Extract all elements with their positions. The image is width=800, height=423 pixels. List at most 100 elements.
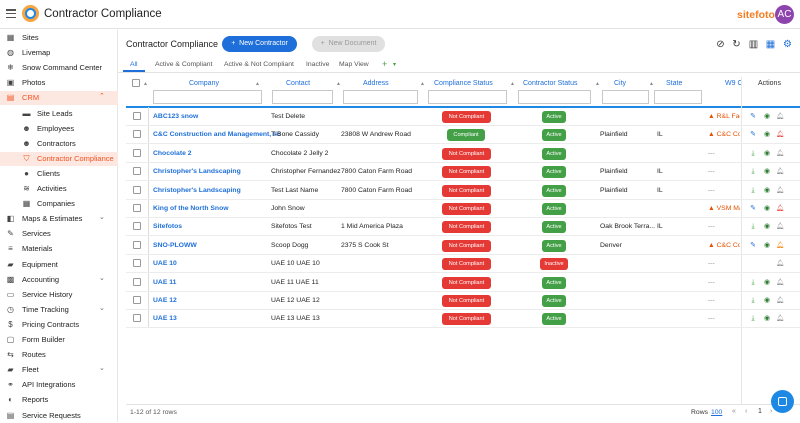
column-filter-input[interactable] <box>602 90 649 104</box>
column-header[interactable]: City <box>614 80 627 87</box>
w9-cell[interactable]: ▲ R&L Fac <box>708 113 740 120</box>
sidebar-item[interactable]: ◐ Reports <box>0 393 118 407</box>
sort-icon[interactable]: ▲ <box>649 81 654 87</box>
row-checkbox[interactable] <box>133 277 141 286</box>
document-icon[interactable]: ◉ <box>763 297 771 304</box>
w9-cell[interactable]: --- <box>708 223 740 230</box>
document-icon[interactable]: ◉ <box>763 241 771 249</box>
company-link[interactable]: UAE 10 <box>153 260 177 268</box>
table-row[interactable]: Chocolate 2 Chocolate 2 Jelly 2 Not Compli… <box>126 145 800 163</box>
w9-cell[interactable]: --- <box>708 150 740 157</box>
sidebar-item[interactable]: ⇆ Routes <box>0 348 118 362</box>
sidebar-item[interactable]: $ Pricing Contracts <box>0 318 118 332</box>
column-header[interactable]: W9 C <box>725 80 743 87</box>
bell-icon[interactable]: 🔔︎ <box>776 168 785 176</box>
sidebar-item[interactable]: ◍ Livemap <box>0 46 118 60</box>
w9-cell[interactable]: --- <box>708 187 740 194</box>
table-row[interactable]: UAE 10 UAE 10 UAE 10 Not Compliant Inactive… <box>126 255 800 274</box>
sidebar-item[interactable]: ▦ Companies <box>0 197 118 211</box>
column-header[interactable]: Actions <box>758 80 781 87</box>
pencil-icon[interactable]: ✎ <box>750 241 756 249</box>
row-checkbox[interactable] <box>133 296 141 304</box>
company-link[interactable]: King of the North Snow <box>153 205 229 212</box>
sort-icon[interactable]: ▲ <box>143 81 148 87</box>
sidebar-item[interactable]: ⚭ API Integrations <box>0 378 118 392</box>
prev-page-icon[interactable]: ‹ <box>745 408 748 415</box>
document-icon[interactable]: ◉ <box>763 113 771 120</box>
w9-cell[interactable]: ▲ C&C Cor <box>708 242 740 249</box>
company-link[interactable]: UAE 13 <box>153 315 177 323</box>
document-icon[interactable]: ◉ <box>763 315 771 323</box>
sidebar-item[interactable]: ❄ Snow Command Center <box>0 61 118 75</box>
table-row[interactable]: C&C Construction and Management, llc T-Bo… <box>126 126 800 145</box>
sidebar-item[interactable]: ▩ Accounting ⌄ <box>0 273 118 287</box>
sidebar-item[interactable]: ▭ Service History <box>0 288 118 302</box>
pencil-icon[interactable]: ✎ <box>750 205 756 212</box>
row-checkbox[interactable] <box>133 148 141 157</box>
w9-cell[interactable]: --- <box>708 279 740 286</box>
company-link[interactable]: SNO-PLOWW <box>153 241 197 249</box>
table-row[interactable]: Christopher's Landscaping Christopher Fer… <box>126 163 800 182</box>
download-icon[interactable]: ⤓ <box>751 297 755 304</box>
document-icon[interactable]: ◉ <box>763 205 771 212</box>
sidebar-item[interactable]: ☻ Contractors <box>0 137 118 151</box>
bell-icon[interactable]: 🔔︎ <box>776 131 785 139</box>
column-filter-input[interactable] <box>272 90 333 104</box>
row-checkbox[interactable] <box>133 259 141 268</box>
download-icon[interactable]: ⤓ <box>751 168 755 176</box>
download-icon[interactable]: ⤓ <box>751 186 755 194</box>
bell-icon[interactable]: 🔔︎ <box>776 149 785 157</box>
export-icon[interactable]: ▦ <box>765 39 776 50</box>
sidebar-item[interactable]: ◧ Maps & Estimates ⌄ <box>0 212 118 226</box>
download-icon[interactable]: ⤓ <box>751 223 755 231</box>
row-checkbox[interactable] <box>133 112 141 120</box>
w9-cell[interactable]: ▲ C&C Cor <box>708 131 740 138</box>
column-filter-input[interactable] <box>428 90 507 104</box>
sort-icon[interactable]: ▲ <box>255 81 260 87</box>
table-row[interactable]: King of the North Snow John Snow Not Compl… <box>126 200 800 218</box>
add-tab-icon[interactable]: + <box>382 59 388 69</box>
bell-icon[interactable]: 🔔︎ <box>776 278 785 286</box>
first-page-icon[interactable]: « <box>732 408 736 415</box>
sidebar-item[interactable]: ≋ Activities <box>0 182 118 196</box>
download-icon[interactable]: ⤓ <box>751 278 755 286</box>
column-filter-input[interactable] <box>153 90 262 104</box>
w9-cell[interactable]: --- <box>708 315 740 322</box>
column-header[interactable]: State <box>666 80 683 87</box>
sort-icon[interactable]: ▲ <box>336 81 341 87</box>
bell-icon[interactable]: 🔔︎ <box>776 205 785 212</box>
column-filter-input[interactable] <box>654 90 702 104</box>
row-checkbox[interactable] <box>133 185 141 194</box>
company-link[interactable]: C&C Construction and Management, llc <box>153 131 281 139</box>
sidebar-item[interactable]: ▰ Fleet ⌄ <box>0 363 118 377</box>
bell-icon[interactable]: 🔔︎ <box>776 297 785 304</box>
pencil-icon[interactable]: ✎ <box>750 113 756 120</box>
bell-icon[interactable]: 🔔︎ <box>776 260 785 268</box>
table-row[interactable]: UAE 12 UAE 12 UAE 12 Not Compliant Active --… <box>126 292 800 310</box>
sidebar-item[interactable]: ▣ Photos <box>0 76 118 90</box>
page-number[interactable]: 1 <box>758 408 762 415</box>
table-row[interactable]: UAE 13 UAE 13 UAE 13 Not Compliant Active --… <box>126 310 800 329</box>
refresh-icon[interactable]: ↻ <box>732 39 741 50</box>
row-checkbox[interactable] <box>133 204 141 212</box>
w9-cell[interactable]: --- <box>708 260 740 267</box>
company-link[interactable]: UAE 12 <box>153 297 177 304</box>
document-icon[interactable]: ◉ <box>763 149 771 157</box>
select-all-checkbox[interactable] <box>132 79 140 87</box>
document-icon[interactable]: ◉ <box>763 223 771 231</box>
pencil-icon[interactable]: ✎ <box>750 131 756 139</box>
document-icon[interactable]: ◉ <box>763 131 771 139</box>
company-link[interactable]: Christopher's Landscaping <box>153 186 241 194</box>
bell-icon[interactable]: 🔔︎ <box>776 186 785 194</box>
bell-icon[interactable]: 🔔︎ <box>776 113 785 120</box>
gear-icon[interactable]: ⚙ <box>783 39 792 50</box>
document-icon[interactable]: ◉ <box>763 168 771 176</box>
row-checkbox[interactable] <box>133 314 141 323</box>
column-header[interactable]: Address <box>363 80 389 87</box>
sidebar-item[interactable]: ▰ Equipment <box>0 258 118 272</box>
sidebar-item[interactable]: ▦ Sites <box>0 31 118 45</box>
table-row[interactable]: ABC123 snow Test Delete Not Compliant Activ… <box>126 108 800 126</box>
row-checkbox[interactable] <box>133 130 141 139</box>
row-checkbox[interactable] <box>133 222 141 231</box>
tab-menu-icon[interactable]: ▾ <box>393 62 397 68</box>
